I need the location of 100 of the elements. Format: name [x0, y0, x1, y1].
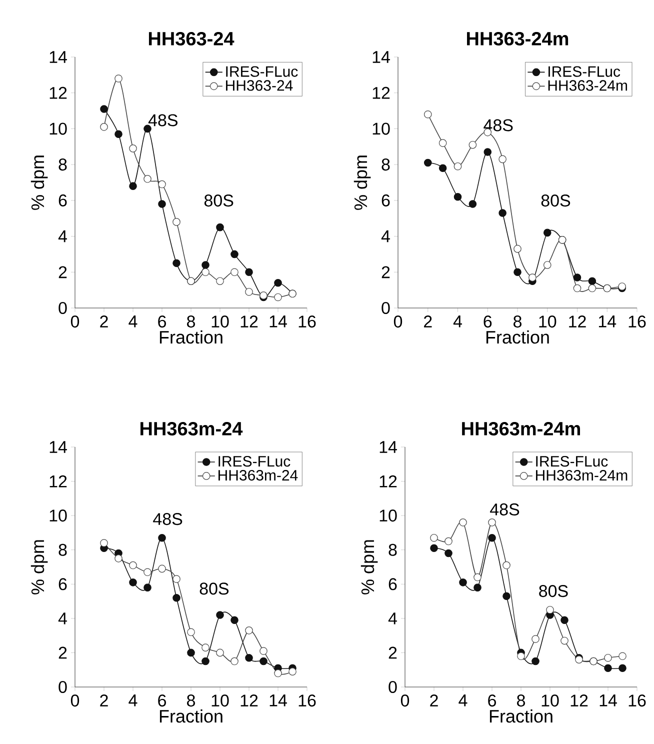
- x-tick-label: 16: [298, 316, 316, 328]
- point: [543, 261, 552, 269]
- point: [498, 155, 506, 164]
- point: [216, 277, 224, 285]
- x-axis-title: Fraction: [486, 330, 549, 344]
- x-tick-label: 4: [128, 694, 138, 706]
- x-tick-label: 14: [598, 316, 616, 328]
- point: [158, 564, 166, 573]
- legend-label: HH363-24: [226, 80, 293, 91]
- legend-label: IRES-FLuc: [226, 66, 298, 77]
- y-axis-title: % dpm: [30, 156, 48, 210]
- point: [245, 626, 253, 634]
- annotation: 48S: [484, 119, 513, 132]
- y-tick-label: 14: [50, 441, 67, 453]
- annotation: 80S: [539, 585, 568, 598]
- x-tick-label: 12: [570, 694, 588, 706]
- point: [573, 284, 582, 292]
- y-tick-label: 12: [50, 475, 67, 488]
- legend-label: IRES-FLuc: [218, 456, 290, 467]
- point: [129, 182, 137, 190]
- x-tick-label: 10: [539, 316, 556, 328]
- point: [172, 575, 180, 583]
- point: [144, 124, 152, 133]
- point: [158, 534, 166, 542]
- point: [543, 228, 552, 237]
- x-tick-label: 6: [488, 694, 496, 707]
- y-axis-title: % dpm: [354, 156, 371, 210]
- point: [604, 664, 612, 672]
- x-tick-label: 0: [70, 316, 80, 328]
- y-tick-label: 6: [382, 194, 390, 206]
- y-tick-label: 0: [58, 302, 67, 314]
- point: [517, 652, 525, 660]
- x-tick-label: 14: [270, 694, 287, 706]
- y-tick-label: 8: [58, 158, 67, 171]
- y-tick-label: 12: [372, 86, 390, 99]
- point: [560, 616, 568, 624]
- point: [144, 584, 152, 592]
- x-tick-label: 6: [158, 316, 166, 328]
- legend-label: IRES-FLuc: [548, 66, 620, 77]
- point: [274, 278, 282, 287]
- point: [245, 288, 253, 296]
- x-tick-label: 14: [270, 316, 287, 328]
- y-tick-label: 6: [58, 194, 67, 206]
- x-axis-title: Fraction: [490, 709, 552, 723]
- point: [202, 644, 210, 652]
- y-tick-label: 4: [388, 612, 397, 624]
- point: [172, 259, 180, 268]
- y-tick-label: 8: [388, 544, 397, 556]
- y-tick-label: 10: [372, 122, 390, 135]
- chart-title: HH363-24m: [467, 32, 568, 46]
- point: [444, 549, 452, 558]
- point: [230, 657, 238, 666]
- point: [502, 592, 510, 600]
- point: [573, 274, 582, 282]
- y-tick-label: 8: [382, 158, 390, 171]
- y-tick-label: 4: [58, 612, 67, 624]
- point: [129, 578, 137, 586]
- y-tick-label: 14: [380, 441, 397, 453]
- point: [144, 175, 152, 183]
- point: [588, 284, 596, 292]
- x-tick-label: 12: [240, 316, 258, 328]
- x-tick-label: 10: [212, 694, 229, 707]
- x-tick-label: 4: [128, 316, 138, 328]
- point: [468, 200, 477, 208]
- legend-label: HH363m-24m: [536, 470, 628, 481]
- y-tick-label: 4: [381, 230, 390, 242]
- point: [474, 584, 482, 592]
- y-tick-label: 0: [58, 680, 67, 694]
- point: [459, 518, 467, 526]
- point: [474, 573, 482, 582]
- point: [230, 616, 238, 624]
- point: [245, 268, 253, 276]
- point: [488, 518, 496, 526]
- point: [288, 668, 296, 676]
- point: [438, 139, 447, 147]
- point: [514, 244, 522, 253]
- y-tick-label: 12: [50, 86, 67, 99]
- point: [144, 568, 152, 576]
- x-tick-label: 8: [517, 694, 525, 707]
- x-tick-label: 0: [400, 694, 410, 707]
- annotation: 80S: [204, 194, 234, 207]
- x-tick-label: 10: [542, 694, 559, 707]
- legend-label: HH363m-24: [218, 470, 298, 481]
- point: [430, 544, 438, 552]
- y-tick-label: 4: [58, 230, 67, 242]
- point: [468, 140, 477, 149]
- x-tick-label: 8: [187, 694, 195, 707]
- point: [454, 162, 462, 170]
- y-tick-label: 12: [380, 475, 397, 488]
- y-tick-label: 14: [372, 51, 390, 63]
- x-tick-label: 16: [298, 694, 316, 707]
- x-tick-label: 6: [158, 694, 166, 707]
- y-tick-label: 2: [58, 266, 67, 278]
- point: [202, 268, 210, 276]
- point: [588, 277, 596, 285]
- x-tick-label: 2: [424, 316, 432, 328]
- chart-title: HH363m-24: [140, 422, 243, 436]
- y-tick-label: 10: [50, 122, 67, 135]
- x-tick-label: 0: [70, 694, 80, 707]
- annotation: 48S: [490, 503, 520, 516]
